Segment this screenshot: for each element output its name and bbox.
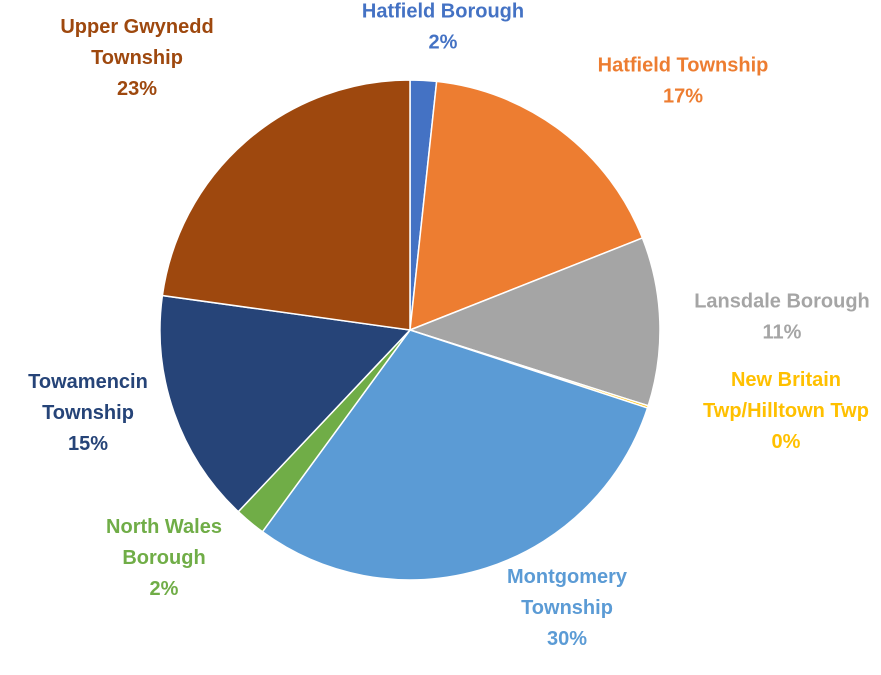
pie-slice-hatfield-township xyxy=(409,80,644,332)
slice-percent: 2% xyxy=(429,32,458,54)
slice-label-montgomery-township: Montgomery Township 30% xyxy=(507,566,628,650)
pie-slice-lansdale-borough xyxy=(407,236,661,407)
pie-slice-towamencin-township xyxy=(159,294,412,513)
slice-name-line: North Wales xyxy=(106,516,222,538)
slice-percent: 17% xyxy=(663,86,703,108)
slice-label-towamencin-township: Towamencin Township 15% xyxy=(28,371,148,455)
slice-name-line: Hatfield Township xyxy=(598,55,769,77)
slice-label-hatfield-borough: Hatfield Borough 2% xyxy=(362,1,524,54)
slice-percent: 30% xyxy=(547,628,587,650)
pie-slice-upper-gwynedd-township xyxy=(161,79,411,331)
slice-name-line: Upper Gwynedd xyxy=(60,16,213,38)
slice-percent: 15% xyxy=(68,433,108,455)
slice-name-line: Montgomery xyxy=(507,566,628,588)
slice-label-hatfield-township: Hatfield Township 17% xyxy=(598,55,769,108)
slice-label-north-wales-borough: North Wales Borough 2% xyxy=(106,516,222,600)
slice-name-line: Hatfield Borough xyxy=(362,1,524,23)
slice-percent: 2% xyxy=(150,578,179,600)
slice-label-upper-gwynedd-township: Upper Gwynedd Township 23% xyxy=(60,16,213,100)
slice-name-line: Towamencin xyxy=(28,371,148,393)
slice-name-line: New Britain xyxy=(731,369,841,391)
slice-percent: 0% xyxy=(772,431,801,453)
slice-name-line: Township xyxy=(42,402,134,424)
slice-label-new-britain-twp-hilltown-twp: New Britain Twp/Hilltown Twp 0% xyxy=(703,369,869,453)
pie-slice-montgomery-township xyxy=(261,329,649,581)
slice-name-line: Township xyxy=(91,47,183,69)
slice-name-line: Twp/Hilltown Twp xyxy=(703,400,869,422)
slice-percent: 23% xyxy=(117,78,157,100)
pie-slices xyxy=(159,79,661,581)
slice-percent: 11% xyxy=(763,322,802,344)
slice-name-line: Township xyxy=(521,597,613,619)
slice-name-line: Lansdale Borough xyxy=(694,291,870,313)
slice-label-lansdale-borough: Lansdale Borough 11% xyxy=(694,291,870,344)
pie-labels: Hatfield Borough 2% Hatfield Township 17% La… xyxy=(28,1,870,651)
slice-name-line: Borough xyxy=(122,547,205,569)
